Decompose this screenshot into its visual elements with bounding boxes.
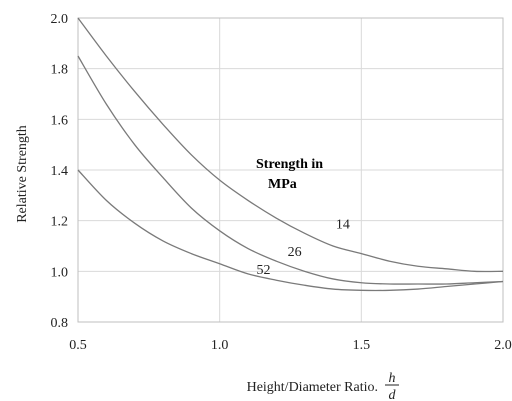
curve-label-14: 14	[336, 217, 350, 232]
curve-label-52: 52	[257, 263, 271, 278]
series-line-14	[77, 17, 504, 273]
y-tick-label: 1.8	[51, 63, 69, 78]
x-axis-label-denominator: d	[389, 388, 397, 401]
series-line-52	[77, 169, 504, 292]
x-tick-label: 2.0	[494, 338, 512, 353]
x-axis-label-numerator: h	[389, 371, 396, 386]
x-axis-label: Height/Diameter Ratio.	[247, 380, 378, 395]
x-tick-label: 1.5	[353, 338, 371, 353]
y-tick-label: 1.6	[51, 113, 69, 128]
legend-title-line-2: MPa	[268, 177, 297, 192]
y-tick-label: 1.4	[51, 164, 69, 179]
ticks-layer: 0.5 1.0 1.5 2.0 0.8 1.0 1.2 1.4 1.6 1.8 2.0	[51, 12, 512, 353]
curve-label-26: 26	[288, 245, 302, 260]
y-tick-label: 2.0	[51, 12, 69, 27]
y-tick-label: 0.8	[51, 316, 69, 331]
curves-layer	[77, 17, 504, 292]
series-line-26	[77, 55, 504, 285]
labels-layer: 14 26 52	[257, 217, 350, 278]
y-axis-label: Relative Strength	[15, 125, 30, 223]
y-tick-label: 1.0	[51, 265, 69, 280]
legend-title-line-1: Strength in	[256, 157, 323, 172]
x-tick-label: 1.0	[211, 338, 229, 353]
y-tick-label: 1.2	[51, 215, 69, 230]
x-tick-label: 0.5	[69, 338, 87, 353]
